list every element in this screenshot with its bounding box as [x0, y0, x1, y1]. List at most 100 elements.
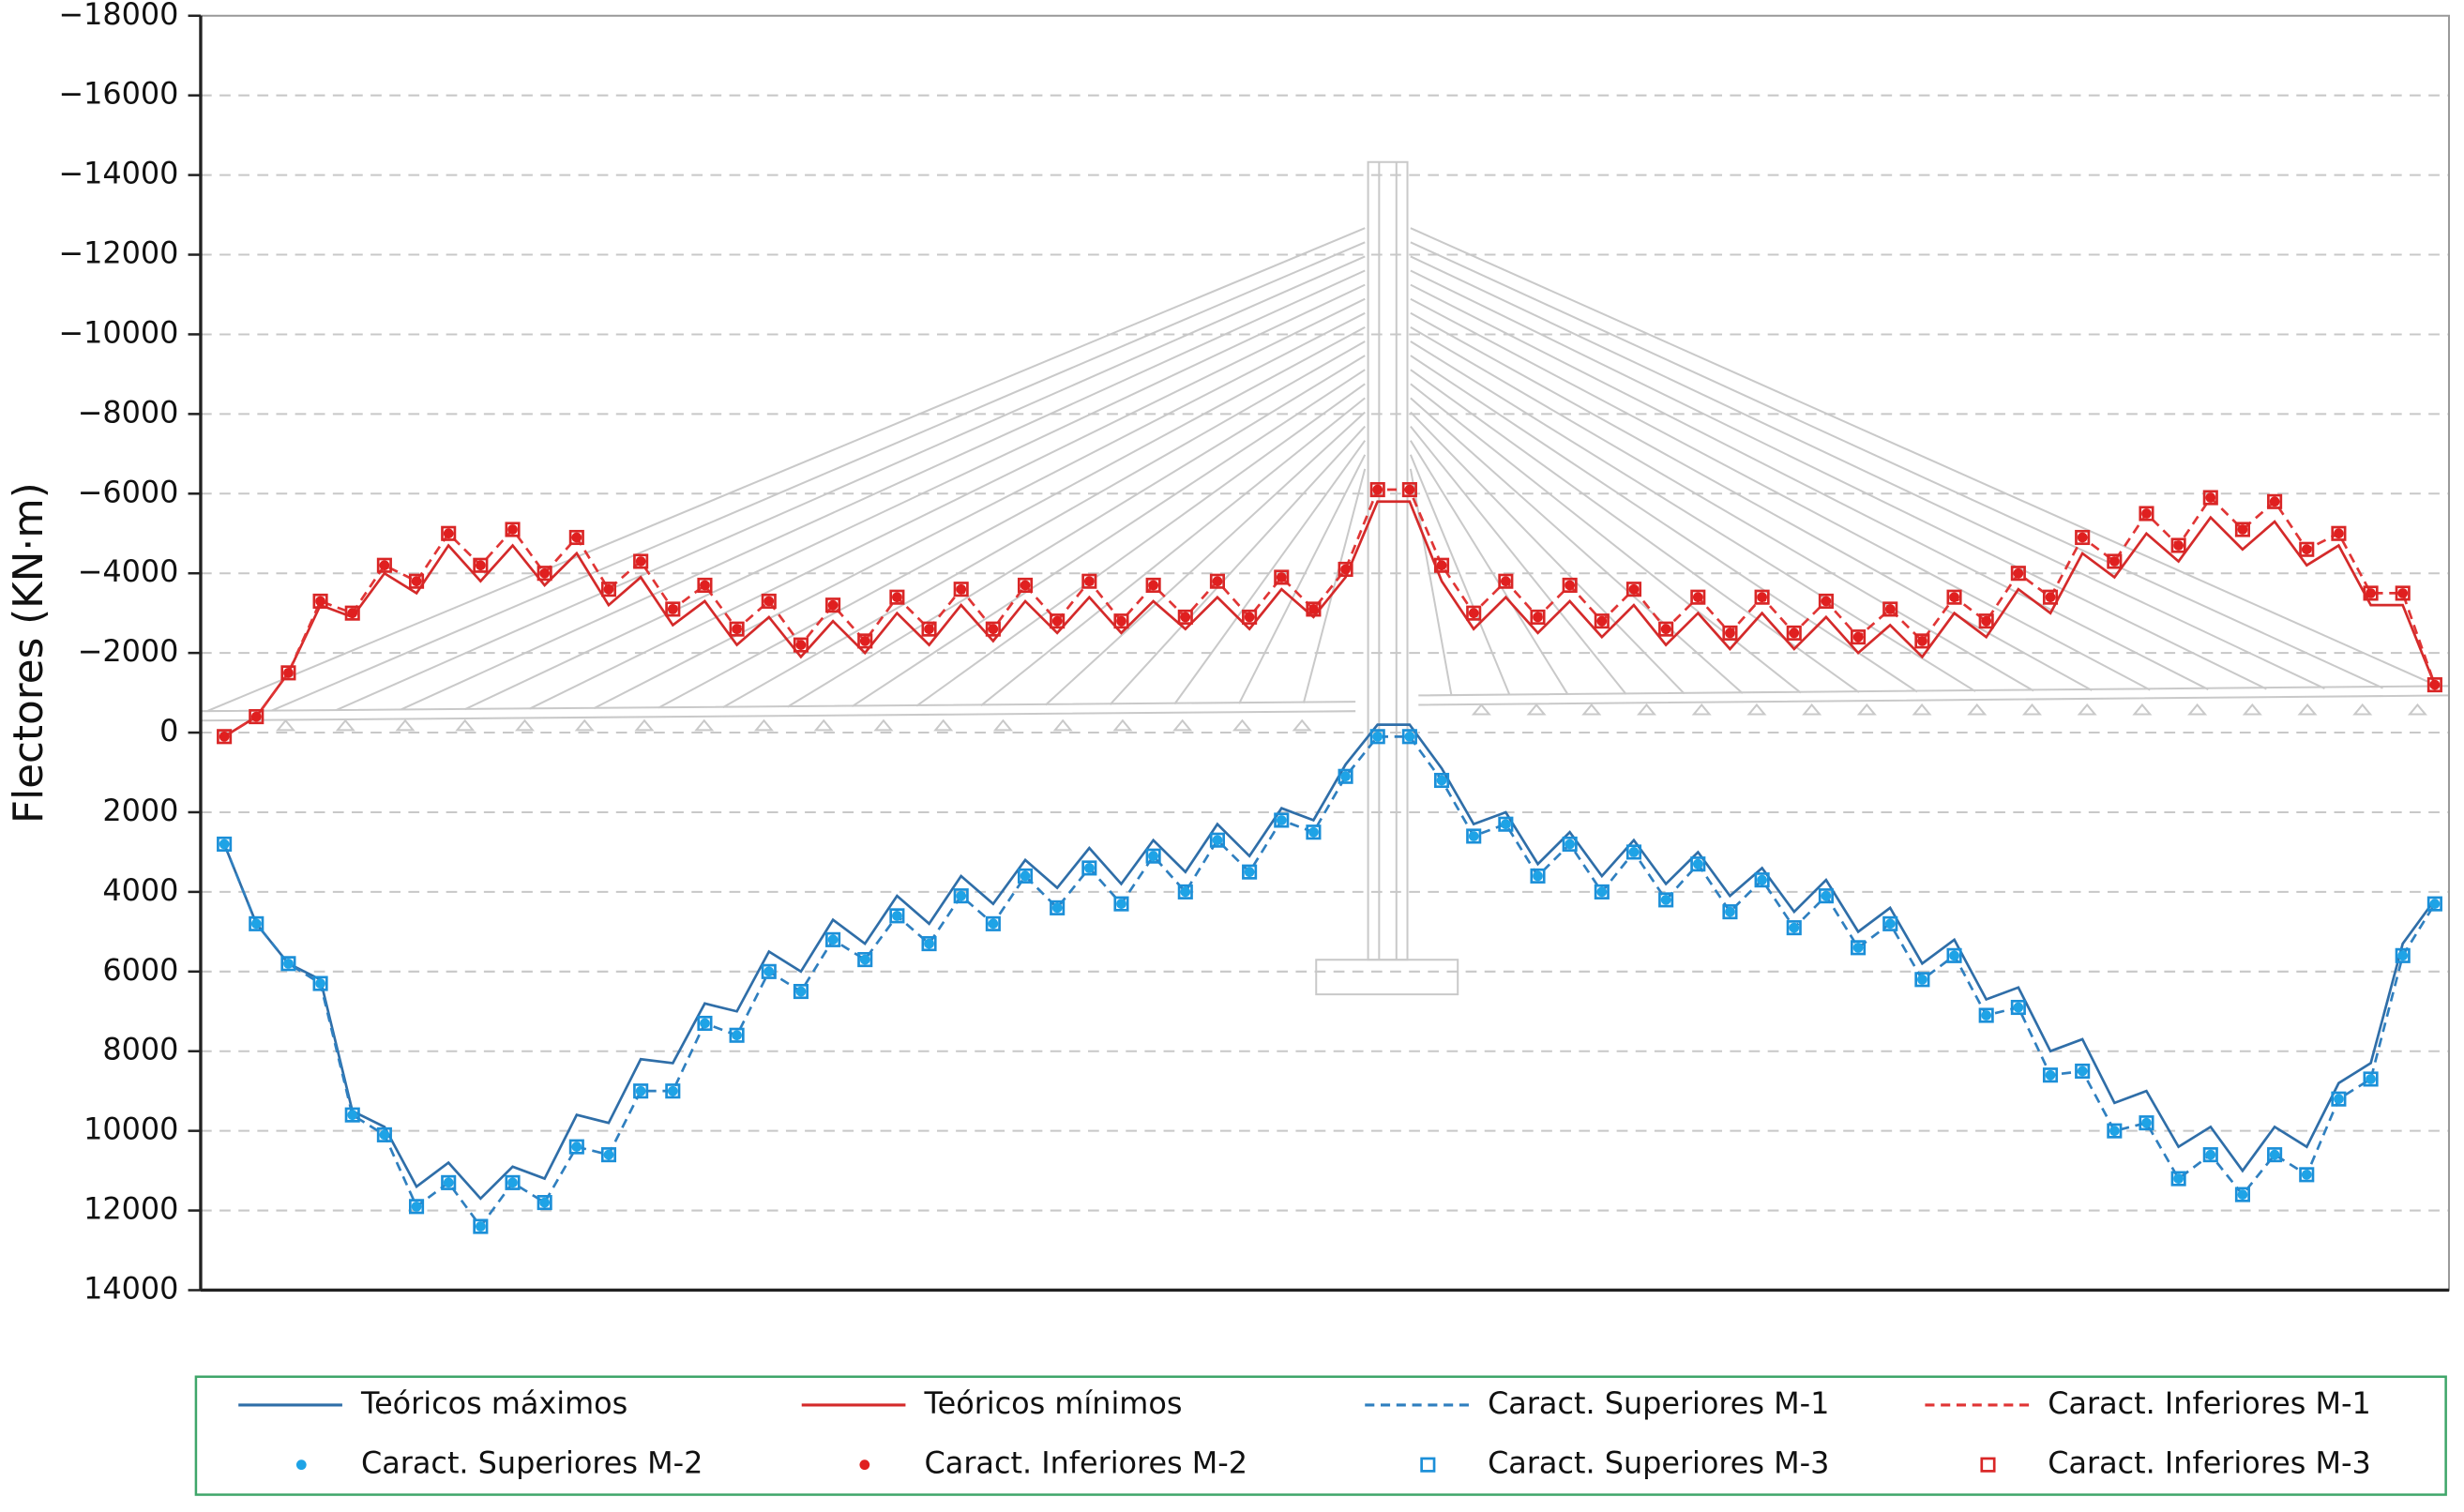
point — [344, 1107, 360, 1123]
point — [312, 593, 328, 609]
point — [1276, 572, 1287, 582]
bridge-cable — [1409, 468, 1453, 696]
point — [1981, 615, 1992, 627]
point — [1180, 886, 1191, 898]
point — [988, 918, 999, 930]
point — [889, 589, 905, 605]
bridge-cable — [464, 283, 1366, 711]
point — [2426, 677, 2442, 693]
point — [2141, 508, 2152, 519]
point — [2205, 1149, 2216, 1160]
bridge-support — [1172, 703, 2318, 732]
point — [1500, 576, 1511, 587]
point — [1821, 890, 1832, 901]
point — [1722, 904, 1738, 920]
point — [793, 637, 809, 653]
point — [539, 1197, 551, 1208]
bridge-deck — [200, 685, 2449, 722]
point — [1276, 815, 1287, 825]
point — [347, 608, 358, 619]
point — [697, 1015, 713, 1032]
point — [1083, 576, 1095, 587]
series-line — [222, 723, 2436, 1201]
point — [1818, 593, 1834, 609]
point — [1113, 613, 1129, 629]
point — [2202, 1147, 2218, 1163]
bridge-illustration — [200, 160, 2449, 996]
bridge-cable — [335, 255, 1366, 712]
point — [473, 1218, 489, 1234]
point — [315, 596, 325, 607]
point — [568, 1139, 584, 1155]
y-axis-label: Flectores (KN·m) — [6, 482, 53, 824]
legend-box — [194, 1375, 2447, 1496]
point — [1498, 573, 1514, 589]
point — [571, 532, 582, 543]
point — [2173, 540, 2184, 551]
point — [2301, 1169, 2312, 1180]
point — [2205, 492, 2216, 503]
point — [280, 956, 296, 972]
y-tick-label: 4000 — [102, 872, 178, 908]
bridge-support — [634, 703, 1822, 732]
point — [1242, 609, 1258, 625]
bridge-cable — [1410, 241, 2383, 689]
point — [2234, 522, 2251, 537]
point — [2139, 1115, 2154, 1131]
point — [1051, 615, 1063, 627]
point — [795, 986, 807, 997]
point — [1757, 592, 1767, 603]
series-line — [223, 488, 2437, 738]
point — [1754, 589, 1770, 605]
point — [761, 593, 777, 609]
point — [1978, 1007, 1994, 1023]
point — [537, 566, 552, 582]
point — [1596, 886, 1608, 898]
point — [2042, 1067, 2059, 1083]
bridge-support — [694, 703, 1877, 732]
point — [1083, 863, 1095, 873]
bridge-cable — [1410, 255, 2325, 689]
bridge-cable — [529, 297, 1366, 710]
point — [857, 952, 873, 968]
legend-label: Caract. Superiores M-2 — [361, 1445, 703, 1481]
point — [280, 665, 296, 681]
point — [505, 1174, 521, 1190]
legend: Teóricos máximos Teóricos mínimos Caract. … — [238, 1385, 2371, 1481]
point — [1533, 870, 1543, 882]
point — [1340, 771, 1351, 782]
point — [600, 1147, 617, 1163]
series-line — [222, 735, 2437, 1229]
point — [1148, 580, 1159, 591]
point — [2013, 1002, 2024, 1013]
point — [312, 975, 328, 991]
point — [825, 931, 841, 947]
point — [1852, 631, 1864, 643]
y-tick-label: −6000 — [78, 474, 179, 509]
point — [2107, 553, 2123, 569]
point — [568, 529, 584, 546]
bridge-cable — [1045, 411, 1366, 706]
point — [1789, 627, 1800, 639]
point — [2075, 1063, 2091, 1080]
point — [1244, 612, 1255, 623]
point — [1498, 816, 1514, 832]
bridge-cable — [1173, 440, 1367, 705]
point — [379, 1129, 390, 1141]
point — [1466, 828, 1482, 844]
point — [283, 667, 294, 678]
point — [1338, 768, 1353, 784]
point — [1628, 847, 1640, 857]
point — [827, 599, 839, 611]
point — [2397, 950, 2409, 961]
point — [1530, 609, 1546, 625]
point — [956, 890, 967, 901]
point — [1306, 824, 1322, 840]
point — [603, 1149, 614, 1160]
point — [1244, 867, 1255, 878]
point — [1468, 608, 1479, 619]
point — [697, 577, 713, 593]
point — [475, 1221, 486, 1232]
point — [2397, 588, 2409, 598]
y-tick-label: −8000 — [78, 394, 179, 430]
